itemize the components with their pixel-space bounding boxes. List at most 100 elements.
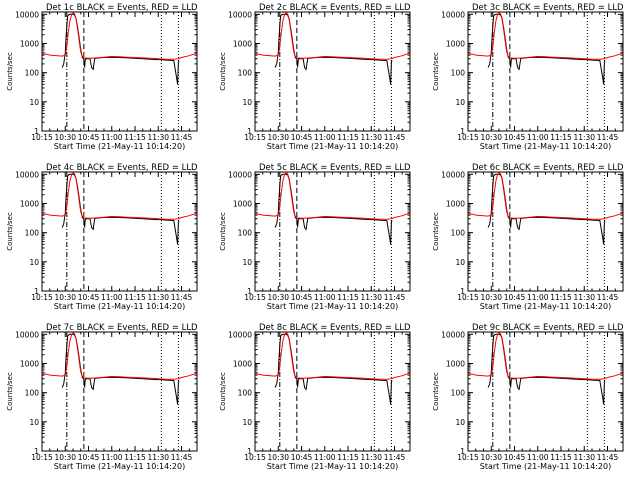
- y-tick-label: 10: [242, 98, 252, 107]
- y-axis-label: Counts/sec: [6, 372, 14, 411]
- y-tick-label: 10: [29, 98, 39, 107]
- x-tick-label: 11:15: [550, 293, 572, 302]
- panel-title: Det 9c BLACK = Events, RED = LLD: [472, 323, 624, 333]
- x-tick-label: 11:45: [384, 133, 406, 142]
- y-tick-label: 10000: [441, 170, 465, 179]
- y-tick-label: 10: [242, 418, 252, 427]
- plot-frame: [254, 11, 411, 132]
- y-axis-label: Counts/sec: [219, 372, 227, 411]
- lld-series-line: [42, 172, 197, 220]
- y-axis-label: Counts/sec: [432, 372, 440, 411]
- y-tick-label: 1: [460, 447, 465, 456]
- x-tick-label: 11:15: [124, 453, 146, 462]
- y-tick-label: 1000: [233, 39, 252, 48]
- x-tick-label: 10:15: [244, 133, 266, 142]
- lld-series-line: [255, 172, 410, 220]
- y-tick-label: 1000: [233, 359, 252, 368]
- x-tick-label: 10:45: [78, 133, 100, 142]
- x-tick-label: 10:30: [480, 453, 502, 462]
- y-tick-label: 100: [451, 389, 466, 398]
- x-tick-label: 11:30: [360, 293, 382, 302]
- x-tick-label: 11:00: [527, 453, 549, 462]
- y-tick-label: 100: [238, 389, 253, 398]
- x-tick-label: 11:45: [171, 453, 193, 462]
- x-tick-label: 10:45: [291, 293, 313, 302]
- x-tick-label: 11:00: [527, 293, 549, 302]
- x-axis-label: Start Time (21-May-11 10:14:20): [54, 462, 185, 471]
- lld-series-line: [468, 12, 623, 60]
- plot-frame: [467, 171, 624, 292]
- y-tick-label: 100: [451, 69, 466, 78]
- lld-series-line: [255, 12, 410, 60]
- x-tick-label: 11:15: [124, 293, 146, 302]
- x-tick-label: 10:45: [78, 293, 100, 302]
- x-tick-label: 11:00: [314, 293, 336, 302]
- y-axis-label: Counts/sec: [6, 212, 14, 251]
- panel-title: Det 4c BLACK = Events, RED = LLD: [46, 163, 198, 173]
- x-axis-label: Start Time (21-May-11 10:14:20): [267, 462, 398, 471]
- x-axis-label: Start Time (21-May-11 10:14:20): [267, 142, 398, 151]
- y-tick-label: 10000: [15, 330, 39, 339]
- y-tick-label: 1000: [20, 199, 39, 208]
- y-axis-label: Counts/sec: [219, 212, 227, 251]
- y-tick-label: 1: [247, 287, 252, 296]
- x-axis-label: Start Time (21-May-11 10:14:20): [480, 462, 611, 471]
- y-tick-label: 1: [247, 127, 252, 136]
- plot-frame: [467, 331, 624, 452]
- detector-panel: Det 9c BLACK = Events, RED = LLD Counts/s…: [432, 323, 624, 471]
- y-tick-label: 1000: [20, 359, 39, 368]
- x-tick-label: 11:00: [314, 453, 336, 462]
- y-tick-label: 10000: [441, 330, 465, 339]
- x-tick-label: 11:45: [597, 293, 619, 302]
- y-tick-label: 10: [29, 418, 39, 427]
- y-axis-label: Counts/sec: [6, 52, 14, 91]
- y-tick-label: 10: [29, 258, 39, 267]
- y-tick-label: 10000: [228, 170, 252, 179]
- x-tick-label: 11:45: [171, 133, 193, 142]
- x-tick-label: 10:45: [78, 453, 100, 462]
- x-tick-label: 10:30: [267, 293, 289, 302]
- x-axis-label: Start Time (21-May-11 10:14:20): [480, 302, 611, 311]
- y-tick-label: 10000: [441, 10, 465, 19]
- x-tick-label: 11:15: [550, 453, 572, 462]
- x-axis-label: Start Time (21-May-11 10:14:20): [267, 302, 398, 311]
- x-tick-label: 11:45: [171, 293, 193, 302]
- y-axis-label: Counts/sec: [432, 212, 440, 251]
- y-tick-label: 1000: [446, 39, 465, 48]
- x-tick-label: 11:00: [101, 293, 123, 302]
- x-tick-label: 10:45: [504, 453, 526, 462]
- x-axis-label: Start Time (21-May-11 10:14:20): [54, 302, 185, 311]
- x-tick-label: 10:45: [504, 293, 526, 302]
- panel-title: Det 8c BLACK = Events, RED = LLD: [259, 323, 411, 333]
- y-tick-label: 10: [455, 418, 465, 427]
- x-tick-label: 10:30: [267, 133, 289, 142]
- x-tick-label: 10:30: [54, 133, 76, 142]
- panel-title: Det 2c BLACK = Events, RED = LLD: [259, 3, 411, 13]
- lld-series-line: [468, 172, 623, 220]
- x-tick-label: 10:45: [291, 453, 313, 462]
- panel-title: Det 3c BLACK = Events, RED = LLD: [472, 3, 624, 13]
- detector-panel: Det 6c BLACK = Events, RED = LLD Counts/s…: [432, 163, 624, 311]
- x-tick-label: 10:45: [504, 133, 526, 142]
- plot-frame: [254, 331, 411, 452]
- y-tick-label: 100: [238, 69, 253, 78]
- panel-title: Det 1c BLACK = Events, RED = LLD: [46, 3, 198, 13]
- y-tick-label: 10000: [15, 10, 39, 19]
- x-tick-label: 10:30: [54, 453, 76, 462]
- x-tick-label: 11:30: [147, 133, 169, 142]
- x-tick-label: 10:15: [457, 293, 479, 302]
- lld-series-line: [468, 332, 623, 380]
- y-tick-label: 100: [25, 229, 40, 238]
- x-tick-label: 10:15: [31, 453, 53, 462]
- plot-frame: [467, 11, 624, 132]
- x-tick-label: 10:30: [267, 453, 289, 462]
- panel-title: Det 6c BLACK = Events, RED = LLD: [472, 163, 624, 173]
- y-axis-label: Counts/sec: [432, 52, 440, 91]
- y-tick-label: 1: [34, 287, 39, 296]
- panel-title: Det 5c BLACK = Events, RED = LLD: [259, 163, 411, 173]
- x-tick-label: 11:30: [147, 293, 169, 302]
- detector-panel: Det 3c BLACK = Events, RED = LLD Counts/s…: [432, 3, 624, 151]
- lld-series-line: [255, 332, 410, 380]
- detector-panel: Det 5c BLACK = Events, RED = LLD Counts/s…: [219, 163, 411, 311]
- x-tick-label: 11:15: [550, 133, 572, 142]
